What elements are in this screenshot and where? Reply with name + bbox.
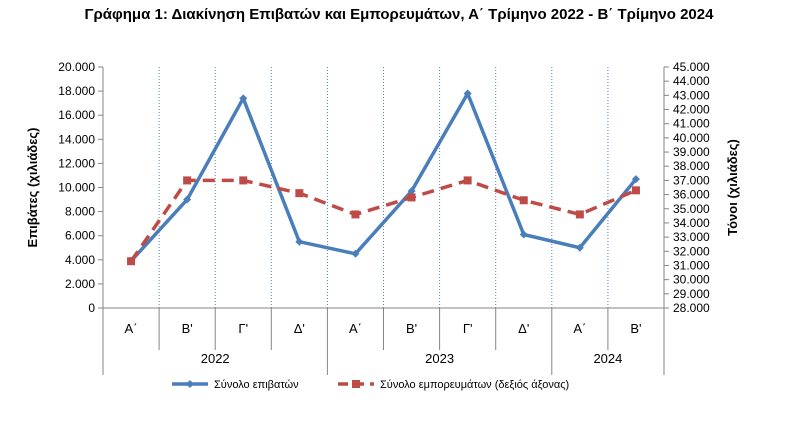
y-right-tick-label: 33.000 xyxy=(673,230,710,244)
y-axis-left-title: Επιβάτες (χιλιάδες) xyxy=(25,128,40,248)
y-left-tick-label: 0 xyxy=(88,301,95,315)
x-group-label: 2023 xyxy=(425,351,454,366)
y-left-tick-label: 8.000 xyxy=(65,205,95,219)
data-point xyxy=(575,243,584,252)
x-group-label: 2022 xyxy=(201,351,230,366)
data-point xyxy=(407,193,416,202)
y-right-tick-label: 45.000 xyxy=(673,60,710,74)
y-left-tick-label: 12.000 xyxy=(58,156,95,170)
y-right-tick-label: 29.000 xyxy=(673,287,710,301)
legend-label: Σύνολο εμπορευμάτων (δεξιός άξονας) xyxy=(380,379,569,391)
y-right-tick-label: 44.000 xyxy=(673,74,710,88)
legend-label: Σύνολο επιβατών xyxy=(214,379,299,391)
y-right-tick-label: 34.000 xyxy=(673,216,710,230)
data-point xyxy=(407,187,416,196)
data-point xyxy=(239,94,248,103)
data-point xyxy=(351,249,360,258)
data-point xyxy=(519,230,528,239)
x-tick-label: Β' xyxy=(630,321,641,336)
data-point xyxy=(183,195,192,204)
y-right-tick-label: 37.000 xyxy=(673,173,710,187)
y-right-tick-label: 32.000 xyxy=(673,244,710,258)
y-right-tick-label: 30.000 xyxy=(673,273,710,287)
data-point xyxy=(631,175,640,184)
data-point xyxy=(127,257,136,266)
data-point xyxy=(575,210,584,219)
y-right-tick-label: 41.000 xyxy=(673,117,710,131)
x-group-label: 2024 xyxy=(593,351,622,366)
y-left-tick-label: 16.000 xyxy=(58,108,95,122)
data-point xyxy=(183,176,192,185)
chart-title: Γράφημα 1: Διακίνηση Επιβατών και Εμπορε… xyxy=(84,6,714,23)
data-point xyxy=(463,89,472,98)
y-left-tick-label: 10.000 xyxy=(58,181,95,195)
y-axis-right-title: Τόνοι (χιλιάδες) xyxy=(725,139,740,236)
data-point xyxy=(519,196,528,205)
y-left-tick-label: 2.000 xyxy=(65,277,95,291)
y-left-tick-label: 4.000 xyxy=(65,253,95,267)
y-right-tick-label: 31.000 xyxy=(673,258,710,272)
x-tick-label: Δ' xyxy=(294,321,305,336)
data-point xyxy=(463,176,472,185)
y-right-tick-label: 40.000 xyxy=(673,131,710,145)
y-left-tick-label: 18.000 xyxy=(58,84,95,98)
data-point xyxy=(631,186,640,195)
y-right-tick-label: 36.000 xyxy=(673,188,710,202)
x-tick-label: Δ' xyxy=(518,321,529,336)
y-left-tick-label: 20.000 xyxy=(58,60,95,74)
legend-marker xyxy=(186,380,194,388)
x-tick-label: Γ' xyxy=(238,321,248,336)
data-point xyxy=(295,189,304,198)
y-right-tick-label: 28.000 xyxy=(673,301,710,315)
y-left-tick-label: 14.000 xyxy=(58,132,95,146)
y-right-tick-label: 43.000 xyxy=(673,88,710,102)
y-left-tick-label: 6.000 xyxy=(65,229,95,243)
y-right-tick-label: 35.000 xyxy=(673,202,710,216)
data-point xyxy=(351,210,360,219)
x-tick-label: Γ' xyxy=(463,321,473,336)
x-tick-label: Α΄ xyxy=(125,321,138,336)
legend-marker xyxy=(352,380,360,388)
series-line xyxy=(129,178,637,263)
x-tick-label: Α΄ xyxy=(349,321,362,336)
x-tick-label: Α΄ xyxy=(573,321,586,336)
y-right-tick-label: 39.000 xyxy=(673,145,710,159)
series-line xyxy=(129,91,638,263)
y-right-tick-label: 38.000 xyxy=(673,159,710,173)
y-right-tick-label: 42.000 xyxy=(673,103,710,117)
data-point xyxy=(239,176,248,185)
x-tick-label: Β' xyxy=(406,321,417,336)
data-point xyxy=(295,237,304,246)
x-tick-label: Β' xyxy=(182,321,193,336)
